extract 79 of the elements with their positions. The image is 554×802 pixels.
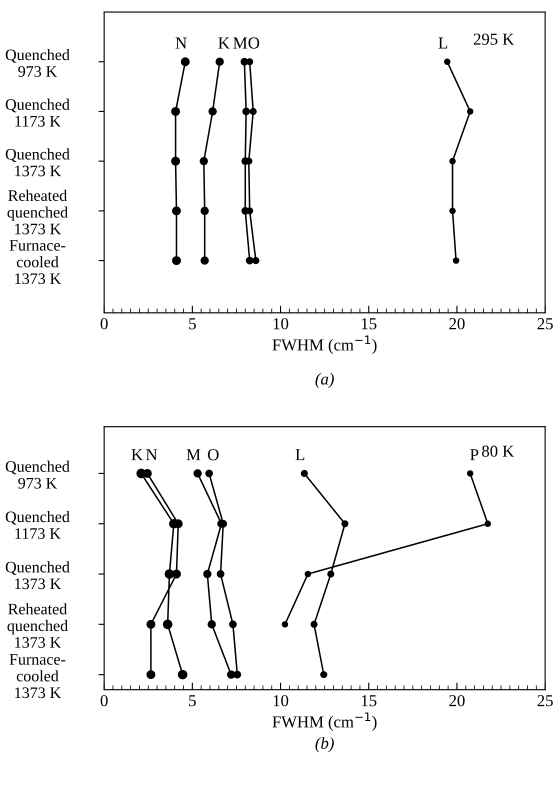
point [205,470,213,478]
point [466,108,474,115]
point [320,671,328,678]
series-label: O [208,449,219,460]
text: (a) [316,372,334,388]
point [216,570,224,578]
point [250,108,257,115]
point [200,206,209,216]
y-tick-label: Reheated quenched 1373 K [7,190,68,234]
y-tick-label: Reheated quenched 1373 K [7,603,68,648]
x-tick-label: 5 [189,695,196,706]
series-label: M [186,449,200,460]
point [226,670,236,679]
y-tick-label: Quenched 1373 K [6,148,70,176]
point [193,469,202,478]
annotation: 295 K [474,34,514,45]
y-tick-label: Quenched 1173 K [6,98,70,127]
point [444,58,450,65]
point [282,621,288,628]
point [172,206,181,216]
point [200,256,209,265]
x-tick-label: 20 [449,695,465,706]
series-label: M [233,38,248,48]
x-tick-label: 0 [100,695,108,706]
x-axis-title: FWHM (cm$^{−1}$) [272,336,377,354]
series-label: N [176,38,187,48]
point [200,156,208,166]
series-label: K [131,449,143,460]
point [180,57,190,66]
x-axis-title: FWHM (cm$^{−1}$) [272,712,377,731]
point [327,570,334,578]
series-label: L [296,449,304,460]
point [208,107,217,116]
point [252,257,260,264]
point [300,470,308,477]
y-tick-label: Furnace- cooled 1373 K [10,240,66,284]
series-label: K [218,38,230,48]
point [178,670,188,680]
point [310,620,318,628]
point [208,620,216,628]
series-label: L [438,38,448,48]
x-tick-label: 5 [189,318,196,330]
text: (b) [316,737,334,752]
point [229,620,237,628]
x-tick-label: 20 [449,318,465,330]
y-tick-label: Furnace- cooled 1373 K [10,654,66,698]
point [246,256,254,264]
x-tick-label: 25 [538,318,553,330]
point [216,58,224,66]
y-tick-label: Quenched 973 K [6,460,70,489]
point [449,208,456,214]
series-label: N [146,449,158,460]
point [203,570,212,578]
annotation: 80 K [482,446,514,457]
point [246,58,254,66]
point [146,670,156,680]
y-tick-label: Quenched 973 K [6,48,70,77]
series-label: O [248,37,260,49]
x-tick-label: 15 [362,318,376,330]
point [162,620,172,630]
x-tick-label: 15 [362,695,376,706]
point [341,520,348,528]
point [304,570,312,578]
point [172,256,181,266]
point [242,108,250,116]
y-tick-label: Quenched 1173 K [6,510,70,539]
x-tick-label: 10 [274,695,288,706]
point [171,106,180,116]
point [146,620,156,629]
point [484,520,492,527]
point [171,156,180,166]
x-tick-label: 10 [274,318,288,330]
y-tick-label: Quenched 1373 K [6,561,70,590]
point [452,257,460,264]
point [449,158,456,164]
point [466,470,474,477]
series-label: P [470,449,478,460]
x-tick-label: 0 [100,318,108,330]
x-tick-label: 25 [538,695,553,706]
